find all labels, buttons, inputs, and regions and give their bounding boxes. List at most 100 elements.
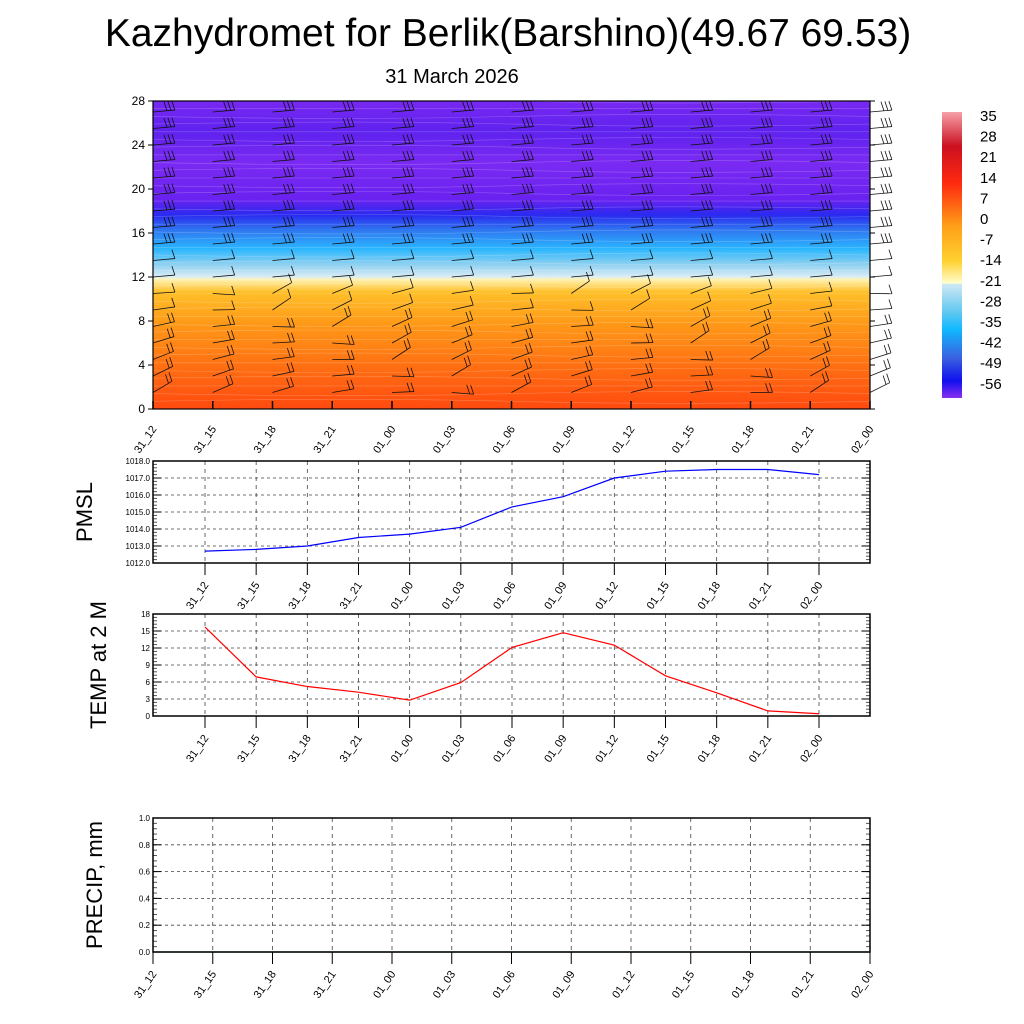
barb-flag: [705, 134, 710, 144]
barb-flag: [705, 101, 710, 111]
barb-flag: [761, 233, 765, 243]
barb-shaft: [630, 356, 653, 360]
barb-shaft: [810, 126, 833, 129]
barb-flag: [291, 150, 295, 160]
barb-flag: [884, 150, 889, 161]
wind-barb: [750, 133, 773, 146]
xsec-x-tick-label: 01_18: [730, 424, 757, 456]
wind-barb: [272, 166, 295, 179]
contour-line: [152, 352, 871, 358]
barb-flag: [291, 117, 295, 127]
barb-flag: [348, 290, 353, 301]
barb-shaft: [391, 258, 414, 261]
barb-shaft: [451, 304, 474, 311]
barb-shaft: [511, 175, 534, 179]
barb-shaft: [810, 320, 832, 327]
barb-shaft: [511, 192, 534, 195]
barb-flag: [709, 232, 714, 243]
barb-flag: [709, 150, 714, 160]
colorbar-label: -35: [980, 314, 1002, 331]
wind-barb: [391, 166, 415, 179]
barb-shaft: [810, 241, 833, 245]
barb-flag: [585, 346, 590, 356]
barb-flag: [227, 216, 232, 227]
barb-shaft: [690, 274, 713, 278]
temp-2m-x-tick-label: 31_18: [286, 733, 313, 765]
barb-flag: [283, 118, 287, 128]
barb-flag: [761, 118, 765, 128]
barb-flag: [231, 285, 236, 295]
barb-flag: [888, 232, 893, 243]
wind-barb: [212, 344, 235, 360]
barb-flag: [350, 183, 355, 193]
barb-shaft: [750, 225, 773, 228]
barb-flag: [828, 296, 833, 306]
barb-flag: [470, 150, 475, 160]
barb-flag: [526, 117, 530, 128]
wind-barb: [750, 232, 773, 245]
barb-shaft: [332, 159, 355, 162]
wind-barb: [810, 341, 831, 360]
barb-flag: [581, 167, 586, 177]
barb-flag: [291, 232, 295, 243]
barb-flag: [585, 200, 590, 210]
wind-barb: [152, 117, 176, 129]
barb-flag: [888, 284, 893, 294]
barb-flag: [820, 184, 825, 194]
contour-line: [152, 260, 871, 265]
wind-barb: [750, 323, 771, 344]
barb-flag: [589, 100, 594, 111]
wind-barb: [152, 342, 174, 360]
barb-flag: [350, 117, 355, 127]
wind-barb: [212, 374, 234, 393]
barb-shaft: [451, 208, 474, 212]
wind-barb: [810, 150, 833, 162]
barb-shaft: [869, 382, 890, 393]
barb-flag: [346, 216, 351, 227]
wind-barb: [152, 265, 176, 278]
precip-x-tick-label: 01_21: [789, 969, 816, 1001]
barb-flag: [467, 355, 471, 365]
barb-flag: [584, 376, 589, 387]
precip-y-tick-label: 0.6: [139, 868, 151, 877]
barb-flag: [406, 382, 411, 392]
barb-flag: [820, 233, 825, 243]
wind-barb: [152, 327, 175, 344]
barb-flag: [406, 200, 411, 210]
barb-flag: [466, 150, 471, 161]
barb-flag: [227, 315, 232, 325]
barb-flag: [171, 183, 176, 193]
barb-flag: [227, 150, 232, 161]
barb-flag: [641, 151, 646, 161]
pmsl-x-tick-label: 01_00: [389, 580, 416, 612]
barb-flag: [769, 183, 773, 193]
barb-flag: [287, 233, 291, 243]
barb-flag: [880, 184, 885, 194]
barb-flag: [167, 233, 172, 243]
barb-flag: [171, 249, 176, 259]
barb-shaft: [152, 109, 175, 113]
barb-shaft: [332, 274, 355, 278]
barb-flag: [581, 118, 586, 128]
barb-flag: [761, 200, 765, 210]
wind-barb: [332, 335, 355, 345]
barb-flag: [470, 100, 475, 111]
barb-flag: [705, 183, 710, 194]
wind-barb: [332, 290, 353, 311]
barb-shaft: [391, 225, 414, 228]
barb-shaft: [152, 306, 175, 311]
barb-flag: [223, 167, 228, 177]
barb-shaft: [451, 175, 474, 179]
wind-barb: [152, 357, 174, 377]
barb-shaft: [272, 142, 295, 146]
wind-barb: [272, 362, 295, 377]
wind-barb: [630, 117, 654, 129]
barb-flag: [649, 265, 654, 276]
barb-flag: [828, 232, 833, 243]
barb-flag: [641, 184, 646, 194]
barb-flag: [709, 199, 714, 210]
barb-flag: [581, 200, 586, 210]
barb-flag: [824, 134, 829, 144]
barb-flag: [884, 329, 888, 340]
barb-flag: [765, 117, 769, 128]
